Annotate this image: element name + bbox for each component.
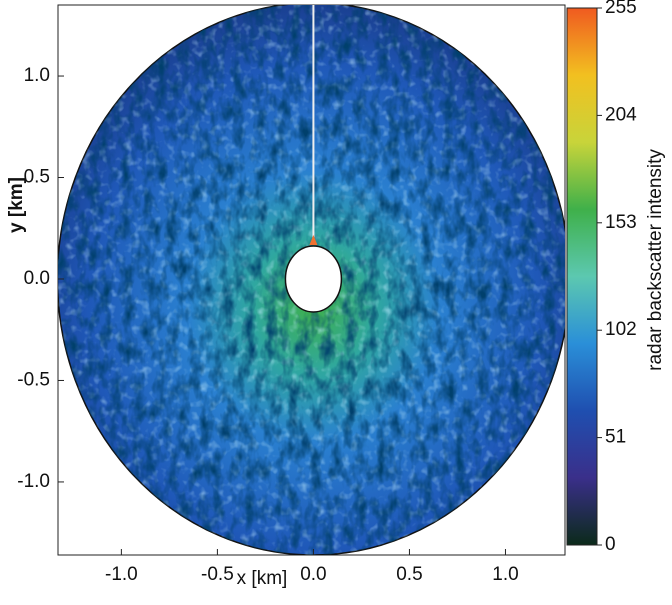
radar-marker [309, 234, 318, 245]
colorbar-tick-label: 51 [605, 427, 626, 448]
colorbar-tick-label: 102 [605, 319, 637, 340]
x-tick-label: -0.5 [201, 564, 234, 585]
colorbar [566, 7, 598, 546]
radar-hole [284, 245, 343, 313]
colorbar-tick-label: 255 [605, 0, 637, 18]
y-tick-label: -1.0 [17, 471, 50, 492]
colorbar-label: radar backscatter intensity [645, 149, 666, 371]
colorbar-tick-label: 153 [605, 212, 637, 233]
colorbar-tick-label: 0 [605, 534, 616, 555]
x-axis-label: x [km] [237, 568, 288, 589]
y-tick-label: 0.5 [24, 167, 50, 188]
y-tick-label: 1.0 [24, 65, 50, 86]
x-tick-label: 1.0 [492, 564, 518, 585]
x-tick-label: 0.5 [396, 564, 422, 585]
radar-image [58, 5, 565, 555]
x-tick-label: -1.0 [105, 564, 138, 585]
y-tick-label: -0.5 [17, 369, 50, 390]
colorbar-tick-label: 204 [605, 104, 637, 125]
y-tick-label: 0.0 [24, 268, 50, 289]
x-tick-label: 0.0 [300, 564, 326, 585]
y-axis-label: y [km] [6, 177, 27, 233]
